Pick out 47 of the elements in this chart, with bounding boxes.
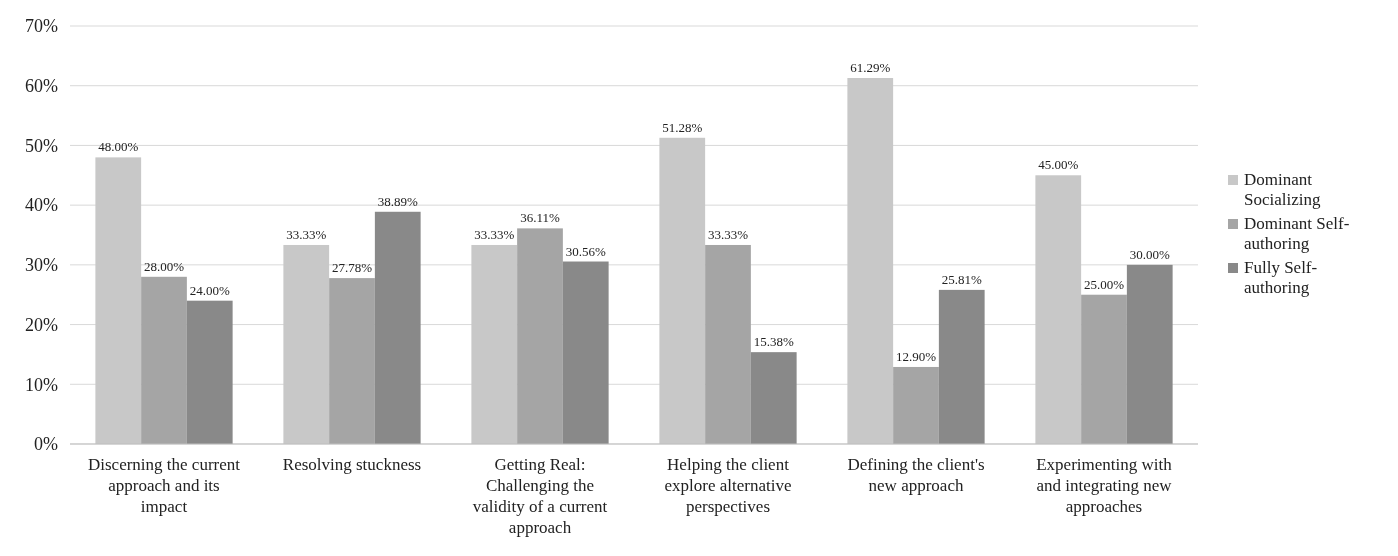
data-label: 48.00% (98, 139, 139, 155)
data-label: 61.29% (850, 60, 891, 76)
bar (374, 211, 421, 444)
x-tick-label: Getting Real: Challenging the validity of a current approach (472, 455, 608, 537)
data-label: 27.78% (331, 260, 373, 276)
data-label: 25.00% (1083, 276, 1125, 292)
y-tick-label: 30% (25, 255, 58, 276)
data-label: 38.89% (377, 193, 418, 209)
y-tick-label: 10% (25, 374, 58, 395)
y-tick-label: 0% (34, 434, 58, 455)
bar (517, 228, 563, 444)
x-tick-label: Helping the client explore alternative perspectives (664, 455, 792, 516)
y-tick-label: 70% (25, 16, 58, 37)
bar (893, 366, 939, 444)
y-tick-label: 40% (25, 195, 58, 216)
data-label: 36.11% (520, 210, 560, 226)
bar (750, 352, 797, 444)
x-tick-label: Discerning the current approach and its impact (88, 455, 241, 516)
bar (141, 276, 187, 444)
data-label: 33.33% (286, 226, 327, 242)
data-label: 12.90% (895, 348, 937, 364)
bar (1081, 294, 1127, 444)
bar (938, 289, 985, 444)
legend-label: Dominant Socializing (1244, 170, 1321, 209)
bar (186, 300, 233, 444)
data-label: 24.00% (189, 282, 230, 298)
y-tick-label: 50% (25, 135, 58, 156)
data-label: 15.38% (753, 334, 794, 350)
bar (1126, 264, 1173, 444)
data-label: 51.28% (662, 119, 703, 135)
x-tick-label: Resolving stuckness (282, 455, 422, 474)
data-label: 30.00% (1129, 246, 1170, 262)
y-tick-label: 60% (25, 76, 58, 97)
data-label: 33.33% (707, 226, 749, 242)
x-tick-label: Experimenting with and integrating new approaches (1036, 455, 1173, 516)
bar (562, 261, 609, 444)
data-label: 45.00% (1038, 157, 1079, 173)
bar (329, 278, 375, 444)
data-label: 25.81% (941, 271, 982, 287)
bar (705, 244, 751, 444)
data-label: 33.33% (474, 226, 515, 242)
data-label: 30.56% (565, 243, 606, 259)
y-tick-label: 20% (25, 314, 58, 335)
data-label: 28.00% (143, 258, 185, 274)
legend-label: Dominant Self-authoring (1244, 214, 1350, 253)
legend-label: Fully Self-authoring (1244, 258, 1318, 297)
x-tick-label: Defining the client's new approach (847, 455, 985, 495)
